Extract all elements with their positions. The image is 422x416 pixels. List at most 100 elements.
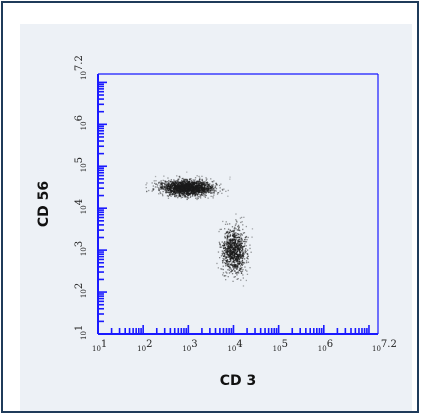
data-point <box>207 183 209 186</box>
data-point <box>175 182 177 184</box>
data-point <box>176 190 178 192</box>
data-point <box>228 236 230 238</box>
data-point <box>179 184 181 186</box>
data-point <box>192 189 194 191</box>
data-point <box>204 183 206 186</box>
data-point <box>193 180 195 182</box>
data-point <box>233 227 235 230</box>
data-point <box>165 191 167 193</box>
data-point <box>241 272 243 274</box>
data-point <box>242 250 244 252</box>
data-point <box>179 191 181 193</box>
data-point <box>234 237 236 239</box>
data-point <box>198 175 200 178</box>
data-point <box>243 240 245 243</box>
data-point <box>235 266 237 268</box>
data-point <box>223 188 225 190</box>
data-point <box>165 181 167 184</box>
data-point <box>161 183 163 185</box>
data-point <box>230 259 232 262</box>
data-point <box>241 221 243 223</box>
data-point <box>199 184 201 186</box>
data-point <box>178 194 180 196</box>
data-point <box>164 186 166 188</box>
data-point <box>197 190 199 193</box>
data-point <box>237 278 239 280</box>
data-point <box>240 244 242 246</box>
data-point <box>179 195 181 197</box>
data-point <box>236 236 238 239</box>
data-point <box>186 189 188 191</box>
data-point <box>244 266 246 268</box>
data-point <box>167 181 169 183</box>
data-point <box>241 261 243 263</box>
data-point <box>221 268 223 270</box>
data-point <box>174 186 176 188</box>
data-point <box>191 185 193 187</box>
data-point <box>242 285 245 287</box>
data-point <box>214 186 217 188</box>
data-point <box>230 258 232 260</box>
data-point <box>235 245 237 247</box>
data-point <box>242 257 244 259</box>
data-point <box>213 190 216 193</box>
data-point <box>212 183 214 186</box>
data-point <box>223 275 226 277</box>
data-point <box>237 271 239 273</box>
data-point <box>231 230 233 232</box>
data-point <box>227 254 229 256</box>
data-point <box>184 179 186 181</box>
data-point <box>213 189 215 191</box>
data-point <box>219 246 221 248</box>
data-point <box>166 189 168 191</box>
data-point <box>197 181 200 183</box>
data-point <box>154 186 157 188</box>
scatter-plot: 101 102 103 104 105 106 107.2 1011021031041051… <box>36 55 397 389</box>
data-point <box>184 190 186 192</box>
data-point <box>241 264 243 266</box>
data-point <box>230 257 232 259</box>
data-point <box>160 192 162 195</box>
data-point <box>154 175 157 178</box>
data-point <box>224 243 226 245</box>
data-point <box>186 179 188 182</box>
data-point <box>226 259 228 261</box>
data-point <box>177 181 179 183</box>
data-point <box>229 241 231 243</box>
data-point <box>238 262 241 265</box>
data-point <box>230 247 233 249</box>
data-point <box>177 180 179 182</box>
data-point <box>167 177 169 179</box>
data-point <box>227 230 229 233</box>
data-point <box>179 182 182 184</box>
data-point <box>242 240 244 243</box>
data-point <box>237 243 240 245</box>
data-point <box>205 179 207 181</box>
data-point <box>246 257 248 259</box>
data-point <box>179 194 181 196</box>
data-point <box>229 254 231 256</box>
data-point <box>179 189 181 191</box>
x-tick-label: 102 <box>137 339 152 353</box>
data-point <box>223 258 225 261</box>
data-point <box>166 181 168 183</box>
data-point <box>249 267 251 269</box>
data-point <box>162 182 165 184</box>
data-point <box>177 191 180 193</box>
data-point <box>201 188 204 191</box>
data-point <box>222 189 224 191</box>
data-point <box>229 257 231 260</box>
data-point <box>233 263 235 266</box>
data-point <box>231 264 233 266</box>
data-point <box>214 185 216 187</box>
data-point <box>180 191 183 193</box>
data-point <box>183 195 185 197</box>
data-point <box>226 240 228 243</box>
data-point <box>178 185 180 187</box>
data-point <box>236 274 238 276</box>
data-point <box>237 241 239 244</box>
data-point <box>227 235 229 237</box>
data-point <box>162 186 164 188</box>
data-point <box>158 189 160 191</box>
data-point <box>238 238 240 241</box>
